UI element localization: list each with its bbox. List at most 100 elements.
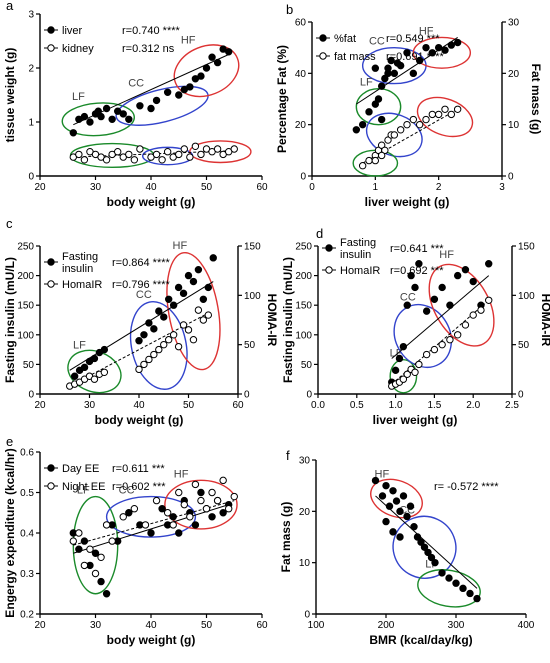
panel-letter: c <box>6 216 13 231</box>
data-point <box>97 112 105 121</box>
group-ellipse-lf <box>389 358 418 394</box>
x-tick-label: 2.5 <box>505 400 519 411</box>
y-tick-label: 20 <box>295 120 307 131</box>
y-tick-label: 3 <box>28 10 34 21</box>
x-tick-label: 1 <box>373 182 379 193</box>
data-point <box>135 365 143 374</box>
data-point <box>377 141 386 149</box>
y-tick-label: 50 <box>23 360 35 371</box>
data-point <box>447 41 456 49</box>
data-point <box>70 372 79 380</box>
x-tick-label: 40 <box>145 182 157 193</box>
data-point <box>184 326 193 334</box>
data-point <box>409 69 418 78</box>
data-point <box>469 277 477 286</box>
data-point <box>477 306 485 314</box>
y-tick-label: 100 <box>17 330 34 341</box>
legend-name: liver <box>62 25 83 37</box>
data-point <box>102 156 111 164</box>
x-tick-label: 0.5 <box>350 400 364 411</box>
data-point <box>422 350 431 359</box>
data-point <box>430 295 439 303</box>
y2-tick-label: 20 <box>508 69 520 80</box>
y-tick-label: 20 <box>299 507 311 518</box>
fit-line <box>362 108 458 164</box>
data-point <box>169 301 178 309</box>
correlation-annotation: r= -0.572 **** <box>434 481 499 493</box>
y-tick-label: 0.5 <box>20 488 34 499</box>
data-point <box>152 96 161 105</box>
group-ellipse-sub <box>189 140 252 164</box>
group-label: LF <box>77 485 90 497</box>
data-point <box>213 58 222 67</box>
data-point <box>389 528 397 536</box>
data-point <box>191 521 200 529</box>
y-tick-label: 200 <box>17 271 34 282</box>
data-point <box>381 146 389 155</box>
group-label: LF <box>72 91 85 103</box>
data-point <box>91 569 100 578</box>
data-point <box>422 43 430 52</box>
data-point <box>102 521 111 529</box>
data-point <box>191 480 200 489</box>
data-point <box>382 517 390 526</box>
group-ellipse-hf <box>166 251 221 371</box>
legend-name-2: insulin <box>62 263 93 275</box>
data-point <box>396 507 404 516</box>
data-point <box>175 91 183 99</box>
data-point <box>438 569 446 577</box>
data-point <box>371 156 380 165</box>
group-label: CC <box>136 289 152 301</box>
data-point <box>208 513 216 521</box>
data-point <box>91 549 100 557</box>
data-point <box>409 115 418 124</box>
legend-name: kidney <box>62 43 94 55</box>
data-point <box>169 521 177 529</box>
data-point <box>163 509 172 517</box>
y-tick-label: 150 <box>295 301 312 312</box>
data-point <box>191 142 200 151</box>
data-point <box>415 56 424 65</box>
data-point <box>438 283 446 292</box>
data-point <box>395 354 404 363</box>
data-point <box>415 120 424 129</box>
data-point <box>352 126 361 134</box>
y-tick-label: 0 <box>306 390 312 401</box>
data-point <box>197 72 205 80</box>
x-tick-label: 20 <box>34 620 46 631</box>
legend-marker <box>47 464 55 472</box>
data-point <box>453 331 462 339</box>
data-point <box>186 83 194 91</box>
data-point <box>189 277 198 286</box>
data-point <box>403 512 411 521</box>
y-axis-label: Fat mass (g) <box>279 502 293 573</box>
data-point <box>174 283 183 292</box>
group-label: CC <box>400 291 416 303</box>
data-point <box>202 505 211 513</box>
data-point <box>410 523 418 531</box>
y2-tick-label: 50 <box>518 340 530 351</box>
legend-marker <box>319 34 327 42</box>
data-point <box>186 513 194 521</box>
data-point <box>125 115 133 124</box>
data-point <box>225 505 233 513</box>
data-point <box>446 301 454 309</box>
legend-stat: r=0.549 *** <box>386 33 440 45</box>
x-tick-label: 60 <box>256 182 268 193</box>
data-point <box>75 529 83 537</box>
x-tick-label: 40 <box>145 620 157 631</box>
group-label: LF <box>360 77 373 89</box>
legend-stat: r=0.740 **** <box>122 25 181 37</box>
data-point <box>424 548 432 557</box>
y-tick-label: 100 <box>295 330 312 341</box>
x-tick-label: 50 <box>183 400 195 411</box>
data-point <box>69 537 78 545</box>
data-point <box>125 150 133 159</box>
data-point <box>180 145 189 153</box>
data-point <box>378 492 387 500</box>
data-point <box>147 104 155 113</box>
y-tick-label: 1 <box>28 118 34 129</box>
group-ellipse-lf <box>72 495 119 595</box>
data-point <box>125 509 133 517</box>
